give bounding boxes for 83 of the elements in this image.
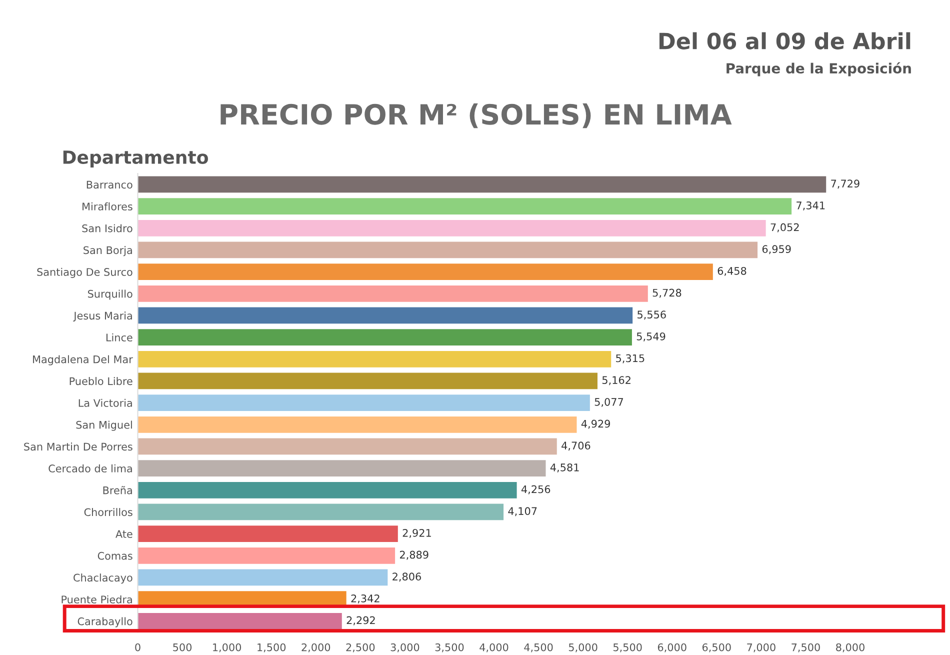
x-tick-label: 1,000 [213,643,242,652]
data-label: 7,729 [831,180,860,189]
x-tick-label: 4,500 [524,643,553,652]
data-label: 5,315 [616,354,644,364]
data-label: 2,342 [351,594,380,604]
y-tick-label: San Miguel [76,420,132,431]
y-tick-label: Chaclacayo [74,574,132,584]
data-label: 6,959 [762,245,791,254]
y-tick-label: Jesus Maria [73,312,132,322]
bar [138,460,546,477]
y-tick-label: San Borja [84,246,132,256]
bar [138,198,792,215]
bar [138,307,633,324]
bar [138,612,342,630]
data-label: 5,077 [594,398,624,407]
y-tick-label: Surquillo [88,290,132,300]
bar [138,438,557,455]
y-tick-label: Chorrillos [84,508,132,516]
data-label: 4,581 [550,463,579,472]
y-tick-label: Cercado de lima [48,464,132,472]
bar [138,350,612,368]
data-label: 4,706 [562,442,590,451]
data-label: 4,256 [521,485,550,494]
data-label: 7,341 [796,201,825,210]
bar [138,220,766,236]
data-label: 5,556 [638,310,666,320]
x-tick-label: 7,000 [747,643,776,652]
x-tick-label: 7,500 [792,643,820,652]
y-tick-label: Barranco [86,180,132,189]
y-tick-label: Breña [103,486,132,494]
y-tick-label: Ate [116,530,132,538]
x-tick-label: 5,500 [613,643,642,652]
bar [138,285,648,302]
bar [138,416,577,433]
y-tick-label: La Victoria [78,398,132,407]
data-label: 2,921 [402,528,431,538]
data-label: 2,806 [392,572,421,582]
text: Del 06 al 09 de Abril [659,32,910,50]
bar [138,264,713,280]
data-label: 2,889 [400,550,428,560]
x-tick-label: 3,000 [390,643,420,652]
x-tick-label: 0 [135,643,140,652]
x-tick-label: 500 [173,643,192,652]
bar [138,526,398,542]
bar [138,569,388,586]
y-tick-label: Lince [106,333,132,342]
bar [138,176,826,193]
bar [138,394,590,412]
y-tick-label: San Isidro [82,224,132,232]
bar [138,372,598,390]
y-tick-label: Comas [98,552,132,560]
y-tick-label: San Martin De Porres [24,442,132,451]
y-tick-label: Pueblo Libre [70,377,132,386]
y-tick-label: Puente Piedra [62,595,132,604]
x-tick-label: 3,500 [435,643,464,652]
y-tick-label: Magdalena Del Mar [33,355,133,366]
y-axis-title: Departamento [63,150,208,168]
data-label: 7,052 [770,223,799,232]
bar [138,329,632,346]
data-label: 5,549 [636,332,666,342]
data-label: 5,728 [652,288,682,298]
x-tick-label: 4,000 [480,643,508,652]
bar [138,242,758,258]
chart-title: PRECIO POR M² (SOLES) EN LIMA [220,103,732,128]
data-label: 6,458 [718,266,746,276]
x-tick-label: 5,000 [568,643,598,652]
data-label: 4,107 [508,507,537,516]
bar [138,482,517,498]
data-label: 4,929 [581,420,610,429]
y-tick-label: Santiago De Surco [37,268,132,278]
bar [138,504,504,520]
bar [138,547,396,564]
x-tick-label: 8,000 [836,643,864,652]
y-tick-label: Miraflores [82,202,132,210]
data-label: 5,162 [602,376,630,386]
x-tick-label: 2,500 [346,643,375,652]
x-tick-label: 1,500 [258,643,286,652]
text: Parque de la Exposición [726,62,911,76]
x-tick-label: 6,000 [658,643,686,652]
x-tick-label: 6,500 [702,643,731,652]
data-label: 2,292 [346,616,375,626]
y-tick-label: Carabayllo [78,617,132,628]
x-tick-label: 2,000 [302,643,330,652]
